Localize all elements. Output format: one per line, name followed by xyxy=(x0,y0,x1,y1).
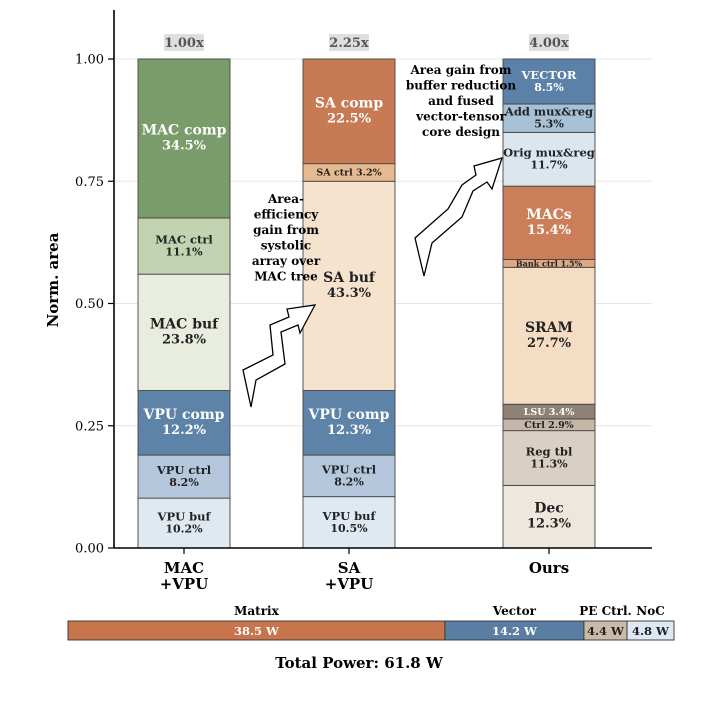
power-label: NoC xyxy=(636,604,665,618)
y-tick-label: 0.50 xyxy=(75,297,104,312)
power-segment-pe-ctrl: 4.4 W PE Ctrl. xyxy=(579,604,632,641)
power-label: Matrix xyxy=(234,604,279,618)
y-tick-label: 0.75 xyxy=(75,175,104,190)
segment-add-mux-reg xyxy=(502,103,596,133)
total-power-label: Total Power: 61.8 W xyxy=(275,654,443,672)
segment-percent: 8.2% xyxy=(169,476,199,489)
segment-percent: 22.5% xyxy=(327,111,372,126)
segment-label: VPU comp xyxy=(308,407,390,423)
annotation-sa-gain: Area-efficiency gain from systolic array ov… xyxy=(252,192,321,284)
arrow-sa-gain xyxy=(242,304,317,408)
segment-sa-buf xyxy=(302,180,396,391)
segment-label: Add mux&reg xyxy=(504,105,593,119)
segment-macs xyxy=(502,185,596,260)
segment-percent: 12.3% xyxy=(527,517,572,532)
y-axis-label: Norm. area xyxy=(44,232,62,327)
power-label: Vector xyxy=(492,604,537,618)
segment-sram xyxy=(502,266,596,405)
power-value: 4.4 W xyxy=(587,624,625,638)
segment-mac-ctrl xyxy=(137,217,231,275)
segment-percent: 5.3% xyxy=(534,118,564,131)
power-label: PE Ctrl. xyxy=(579,604,632,618)
segment-percent: 15.4% xyxy=(527,223,572,238)
y-tick-label: 1.00 xyxy=(75,53,104,68)
segment-dec xyxy=(502,484,596,549)
x-tick-label: Ours xyxy=(529,559,569,577)
segment-label: VECTOR xyxy=(521,68,577,82)
x-tick-label: SA +VPU xyxy=(325,559,374,593)
segment-label: VPU ctrl xyxy=(321,462,377,476)
total-badge: 2.25x xyxy=(329,36,369,51)
segment-vpu-buf xyxy=(302,496,396,549)
segment-percent: 12.3% xyxy=(327,423,372,438)
arrow-ours-gain xyxy=(414,157,503,277)
total-badge: 4.00x xyxy=(529,36,569,51)
segment-label: SRAM xyxy=(525,320,573,336)
power-segment-vector: 14.2 W Vector xyxy=(444,604,585,641)
segment-label: Dec xyxy=(534,501,564,517)
segment-orig-mux-reg xyxy=(502,131,596,187)
segment-percent: 11.3% xyxy=(530,458,568,471)
segment-percent: 43.3% xyxy=(327,286,372,301)
power-value: 38.5 W xyxy=(234,624,280,638)
segment-label: SA buf xyxy=(323,270,376,286)
segment-mac-comp xyxy=(137,58,231,219)
segment-sa-comp xyxy=(302,58,396,165)
segment-label-inline: Bank ctrl 1.5% xyxy=(516,259,583,269)
total-badge: 1.00x xyxy=(164,36,204,51)
segment-percent: 27.7% xyxy=(527,336,572,351)
total-badge-bg xyxy=(529,34,569,51)
segment-percent: 8.5% xyxy=(534,81,564,94)
segment-percent: 10.5% xyxy=(330,522,368,535)
total-badge-bg xyxy=(329,34,369,51)
x-tick-label: MAC +VPU xyxy=(160,559,209,593)
segment-percent: 12.2% xyxy=(162,423,207,438)
annotation-ours-gain: Area gain from buffer reduction and fused v… xyxy=(406,63,517,139)
segment-label: VPU comp xyxy=(143,407,225,423)
segment-label: VPU buf xyxy=(322,509,377,523)
segment-label-inline: SA ctrl 3.2% xyxy=(316,168,381,179)
segment-label: VPU buf xyxy=(157,510,212,524)
segment-label: VPU ctrl xyxy=(156,463,212,477)
segment-vpu-buf xyxy=(137,497,231,549)
segment-vpu-ctrl xyxy=(137,454,231,499)
power-segment-matrix: 38.5 W Matrix xyxy=(67,604,446,641)
segment-label: MAC ctrl xyxy=(155,233,213,247)
segment-percent: 11.7% xyxy=(530,159,568,172)
segment-vpu-comp xyxy=(137,390,231,456)
segment-vpu-comp xyxy=(302,390,396,456)
segment-label: MAC comp xyxy=(142,122,227,138)
segment-label: MAC buf xyxy=(150,316,219,332)
segment-reg-tbl xyxy=(502,430,596,486)
total-badge-bg xyxy=(164,34,204,51)
y-tick-label: 0.00 xyxy=(75,542,104,557)
power-value: 4.8 W xyxy=(632,624,670,638)
segment-percent: 23.8% xyxy=(162,332,207,347)
y-tick-label: 0.25 xyxy=(75,419,104,434)
segment-label: Orig mux&reg xyxy=(503,146,595,160)
power-bar-noc xyxy=(626,620,675,641)
segment-label: Reg tbl xyxy=(526,445,573,459)
segment-label: SA comp xyxy=(315,95,384,111)
segment-vector xyxy=(502,58,596,105)
segment-label-inline: Ctrl 2.9% xyxy=(524,420,573,431)
power-value: 14.2 W xyxy=(492,624,538,638)
segment-mac-buf xyxy=(137,273,231,391)
segment-label-inline: LSU 3.4% xyxy=(524,407,575,418)
segment-percent: 8.2% xyxy=(334,475,364,488)
segment-percent: 10.2% xyxy=(165,523,203,536)
segment-percent: 34.5% xyxy=(162,138,207,153)
segment-vpu-ctrl xyxy=(302,454,396,498)
segment-percent: 11.1% xyxy=(165,246,203,259)
segment-label: MACs xyxy=(526,207,572,223)
power-segment-noc: 4.8 W NoC xyxy=(626,604,675,641)
